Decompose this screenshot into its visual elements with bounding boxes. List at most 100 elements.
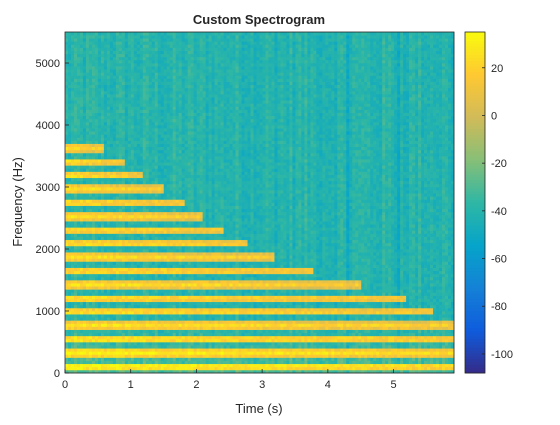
spectrogram-cell xyxy=(79,134,84,138)
spectrogram-cell xyxy=(97,276,102,281)
spectrogram-cell xyxy=(112,174,117,179)
spectrogram-cell xyxy=(187,183,192,188)
spectrogram-cell xyxy=(118,323,123,327)
spectrogram-cell xyxy=(67,196,72,200)
spectrogram-cell xyxy=(193,323,198,327)
spectrogram-cell xyxy=(121,317,126,321)
spectrogram-cell xyxy=(193,87,198,92)
spectrogram-cell xyxy=(106,233,111,237)
spectrogram-cell xyxy=(85,41,90,45)
spectrogram-cell xyxy=(65,236,69,241)
spectrogram-cell xyxy=(85,90,90,95)
spectrogram-cell xyxy=(145,32,150,36)
spectrogram-cell xyxy=(130,218,135,222)
spectrogram-cell xyxy=(88,289,93,293)
spectrogram-cell xyxy=(127,252,132,256)
spectrogram-cell xyxy=(85,187,90,191)
spectrogram-cell xyxy=(145,227,150,231)
spectrogram-cell xyxy=(65,214,69,219)
spectrogram-cell xyxy=(130,53,135,58)
spectrogram-cell xyxy=(121,323,126,327)
spectrogram-cell xyxy=(76,149,81,154)
spectrogram-cell xyxy=(65,106,69,110)
spectrogram-cell xyxy=(127,255,132,259)
spectrogram-cell xyxy=(148,187,153,191)
spectrogram-cell xyxy=(103,242,108,247)
spectrogram-cell xyxy=(79,38,84,42)
spectrogram-cell xyxy=(94,103,99,107)
spectrogram-cell xyxy=(181,242,186,247)
spectrogram-cell xyxy=(145,180,150,185)
spectrogram-cell xyxy=(169,233,174,237)
spectrogram-cell xyxy=(145,245,150,250)
spectrogram-cell xyxy=(166,69,171,73)
spectrogram-cell xyxy=(175,230,180,234)
spectrogram-cell xyxy=(145,239,150,244)
spectrogram-cell xyxy=(175,199,180,203)
spectrogram-cell xyxy=(67,363,72,368)
spectrogram-cell xyxy=(94,196,99,200)
spectrogram-cell xyxy=(127,249,132,253)
spectrogram-cell xyxy=(67,276,72,281)
spectrogram-cell xyxy=(130,270,135,275)
spectrogram-cell xyxy=(106,38,111,42)
spectrogram-cell xyxy=(172,106,177,110)
spectrogram-cell xyxy=(163,190,168,194)
spectrogram-cell xyxy=(133,363,138,368)
spectrogram-cell xyxy=(121,50,126,55)
spectrogram-cell xyxy=(187,78,192,82)
spectrogram-cell xyxy=(91,314,96,318)
spectrogram-cell xyxy=(91,202,96,206)
spectrogram-cell xyxy=(187,227,192,231)
spectrogram-cell xyxy=(103,239,108,244)
spectrogram-cell xyxy=(181,165,186,169)
spectrogram-cell xyxy=(94,354,99,358)
spectrogram-cell xyxy=(76,245,81,250)
spectrogram-cell xyxy=(145,109,150,113)
spectrogram-cell xyxy=(163,196,168,200)
spectrogram-cell xyxy=(166,199,171,203)
spectrogram-cell xyxy=(136,174,141,179)
spectrogram-cell xyxy=(190,183,195,188)
spectrogram-cell xyxy=(199,261,203,265)
spectrogram-cell xyxy=(118,152,123,157)
spectrogram-cell xyxy=(97,131,102,135)
spectrogram-cell xyxy=(94,332,99,337)
spectrogram-cell xyxy=(160,177,165,182)
spectrogram-cell xyxy=(88,35,93,39)
spectrogram-cell xyxy=(160,323,165,327)
spectrogram-cell xyxy=(88,252,93,256)
spectrogram-cell xyxy=(133,168,138,172)
spectrogram-cell xyxy=(193,289,198,293)
spectrogram-cell xyxy=(121,249,126,253)
spectrogram-cell xyxy=(79,295,84,299)
spectrogram-cell xyxy=(166,366,171,371)
spectrogram-cell xyxy=(79,81,84,86)
spectrogram-cell xyxy=(130,131,135,135)
spectrogram-cell xyxy=(94,100,99,104)
spectrogram-cell xyxy=(91,66,96,70)
spectrogram-cell xyxy=(169,69,174,73)
spectrogram-cell xyxy=(85,143,90,148)
spectrogram-cell xyxy=(190,103,195,107)
spectrogram-cell xyxy=(76,63,81,67)
spectrogram-cell xyxy=(193,283,198,287)
spectrogram-cell xyxy=(169,218,174,222)
spectrogram-cell xyxy=(67,121,72,126)
spectrogram-cell xyxy=(187,50,192,55)
spectrogram-cell xyxy=(91,143,96,148)
spectrogram-cell xyxy=(118,335,123,340)
spectrogram-cell xyxy=(142,345,147,349)
spectrogram-cell xyxy=(157,255,162,259)
spectrogram-cell xyxy=(70,301,75,306)
spectrogram-cell xyxy=(121,152,126,157)
spectrogram-cell xyxy=(121,342,126,346)
spectrogram-cell xyxy=(139,149,144,154)
spectrogram-cell xyxy=(124,292,129,296)
spectrogram-cell xyxy=(88,143,93,148)
spectrogram-cell xyxy=(160,221,165,225)
spectrogram-cell xyxy=(118,218,123,222)
spectrogram-cell xyxy=(130,94,135,98)
spectrogram-cell xyxy=(160,363,165,368)
